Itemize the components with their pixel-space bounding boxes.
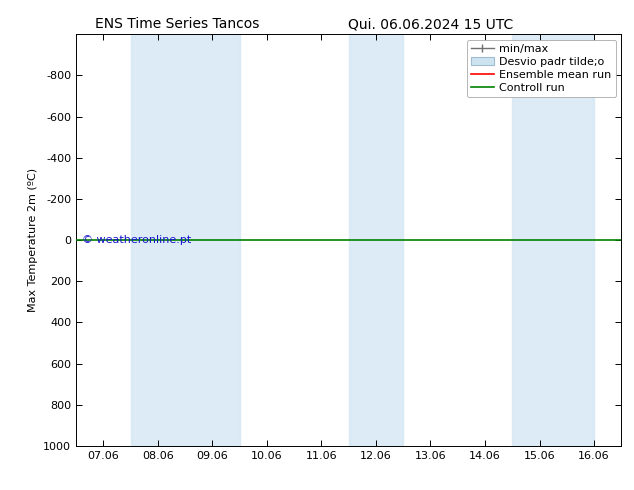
Text: Qui. 06.06.2024 15 UTC: Qui. 06.06.2024 15 UTC: [349, 17, 514, 31]
Bar: [349, 34, 403, 446]
Y-axis label: Max Temperature 2m (ºC): Max Temperature 2m (ºC): [28, 168, 37, 312]
Text: ENS Time Series Tancos: ENS Time Series Tancos: [95, 17, 260, 31]
Bar: [512, 34, 594, 446]
Text: © weatheronline.pt: © weatheronline.pt: [82, 235, 191, 245]
Legend: min/max, Desvio padr tilde;o, Ensemble mean run, Controll run: min/max, Desvio padr tilde;o, Ensemble m…: [467, 40, 616, 97]
Bar: [131, 34, 240, 446]
